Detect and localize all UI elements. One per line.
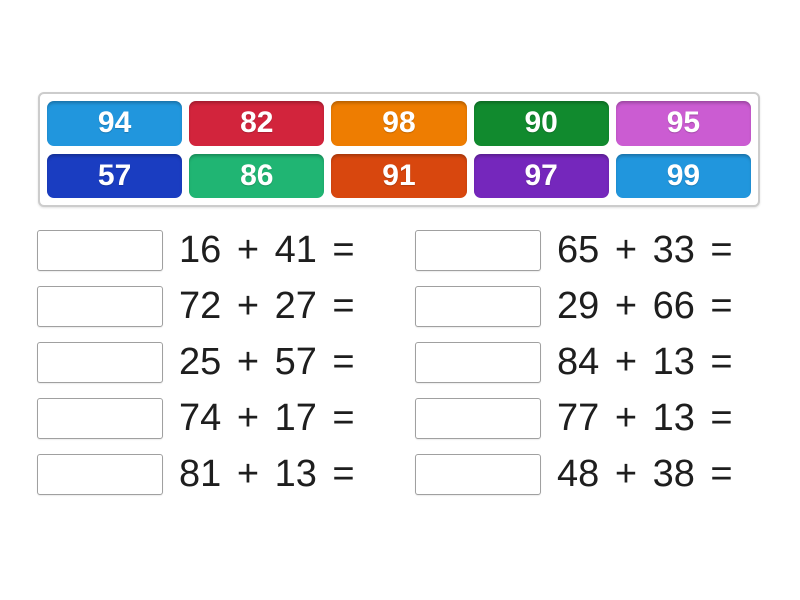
answer-box[interactable] bbox=[415, 454, 541, 495]
problem-row: 84 + 13 = bbox=[415, 342, 733, 383]
equation-text: 29 + 66 = bbox=[557, 285, 733, 327]
answer-box[interactable] bbox=[37, 398, 163, 439]
problem-row: 29 + 66 = bbox=[415, 286, 733, 327]
equation-text: 72 + 27 = bbox=[179, 285, 355, 327]
answer-bank: 94 82 98 90 95 57 86 91 97 99 bbox=[38, 92, 760, 207]
answer-box[interactable] bbox=[37, 230, 163, 271]
problem-row: 25 + 57 = bbox=[37, 342, 355, 383]
equation-text: 77 + 13 = bbox=[557, 397, 733, 439]
answer-tile[interactable]: 97 bbox=[473, 153, 609, 198]
equation-text: 74 + 17 = bbox=[179, 397, 355, 439]
answer-tile[interactable]: 98 bbox=[331, 101, 467, 146]
answer-box[interactable] bbox=[37, 454, 163, 495]
answer-tile[interactable]: 57 bbox=[47, 153, 183, 198]
equation-text: 81 + 13 = bbox=[179, 453, 355, 495]
answer-tile[interactable]: 86 bbox=[189, 153, 325, 198]
problem-row: 65 + 33 = bbox=[415, 230, 733, 271]
answer-box[interactable] bbox=[37, 342, 163, 383]
equation-text: 48 + 38 = bbox=[557, 453, 733, 495]
answer-tile[interactable]: 95 bbox=[615, 101, 751, 146]
answer-box[interactable] bbox=[415, 230, 541, 271]
equation-text: 25 + 57 = bbox=[179, 341, 355, 383]
problem-row: 48 + 38 = bbox=[415, 454, 733, 495]
answer-tile[interactable]: 90 bbox=[473, 101, 609, 146]
problem-row: 81 + 13 = bbox=[37, 454, 355, 495]
answer-tile[interactable]: 91 bbox=[331, 153, 467, 198]
equation-text: 16 + 41 = bbox=[179, 229, 355, 271]
problem-row: 16 + 41 = bbox=[37, 230, 355, 271]
equation-text: 84 + 13 = bbox=[557, 341, 733, 383]
problem-row: 74 + 17 = bbox=[37, 398, 355, 439]
problem-row: 77 + 13 = bbox=[415, 398, 733, 439]
problem-row: 72 + 27 = bbox=[37, 286, 355, 327]
problem-column-right: 65 + 33 = 29 + 66 = 84 + 13 = 77 + 13 = 48 +… bbox=[415, 230, 733, 495]
answer-box[interactable] bbox=[37, 286, 163, 327]
answer-box[interactable] bbox=[415, 342, 541, 383]
answer-box[interactable] bbox=[415, 398, 541, 439]
answer-tile[interactable]: 94 bbox=[47, 101, 183, 146]
problem-column-left: 16 + 41 = 72 + 27 = 25 + 57 = 74 + 17 = 81 +… bbox=[37, 230, 355, 495]
answer-box[interactable] bbox=[415, 286, 541, 327]
answer-tile[interactable]: 99 bbox=[615, 153, 751, 198]
answer-tile[interactable]: 82 bbox=[189, 101, 325, 146]
equation-text: 65 + 33 = bbox=[557, 229, 733, 271]
